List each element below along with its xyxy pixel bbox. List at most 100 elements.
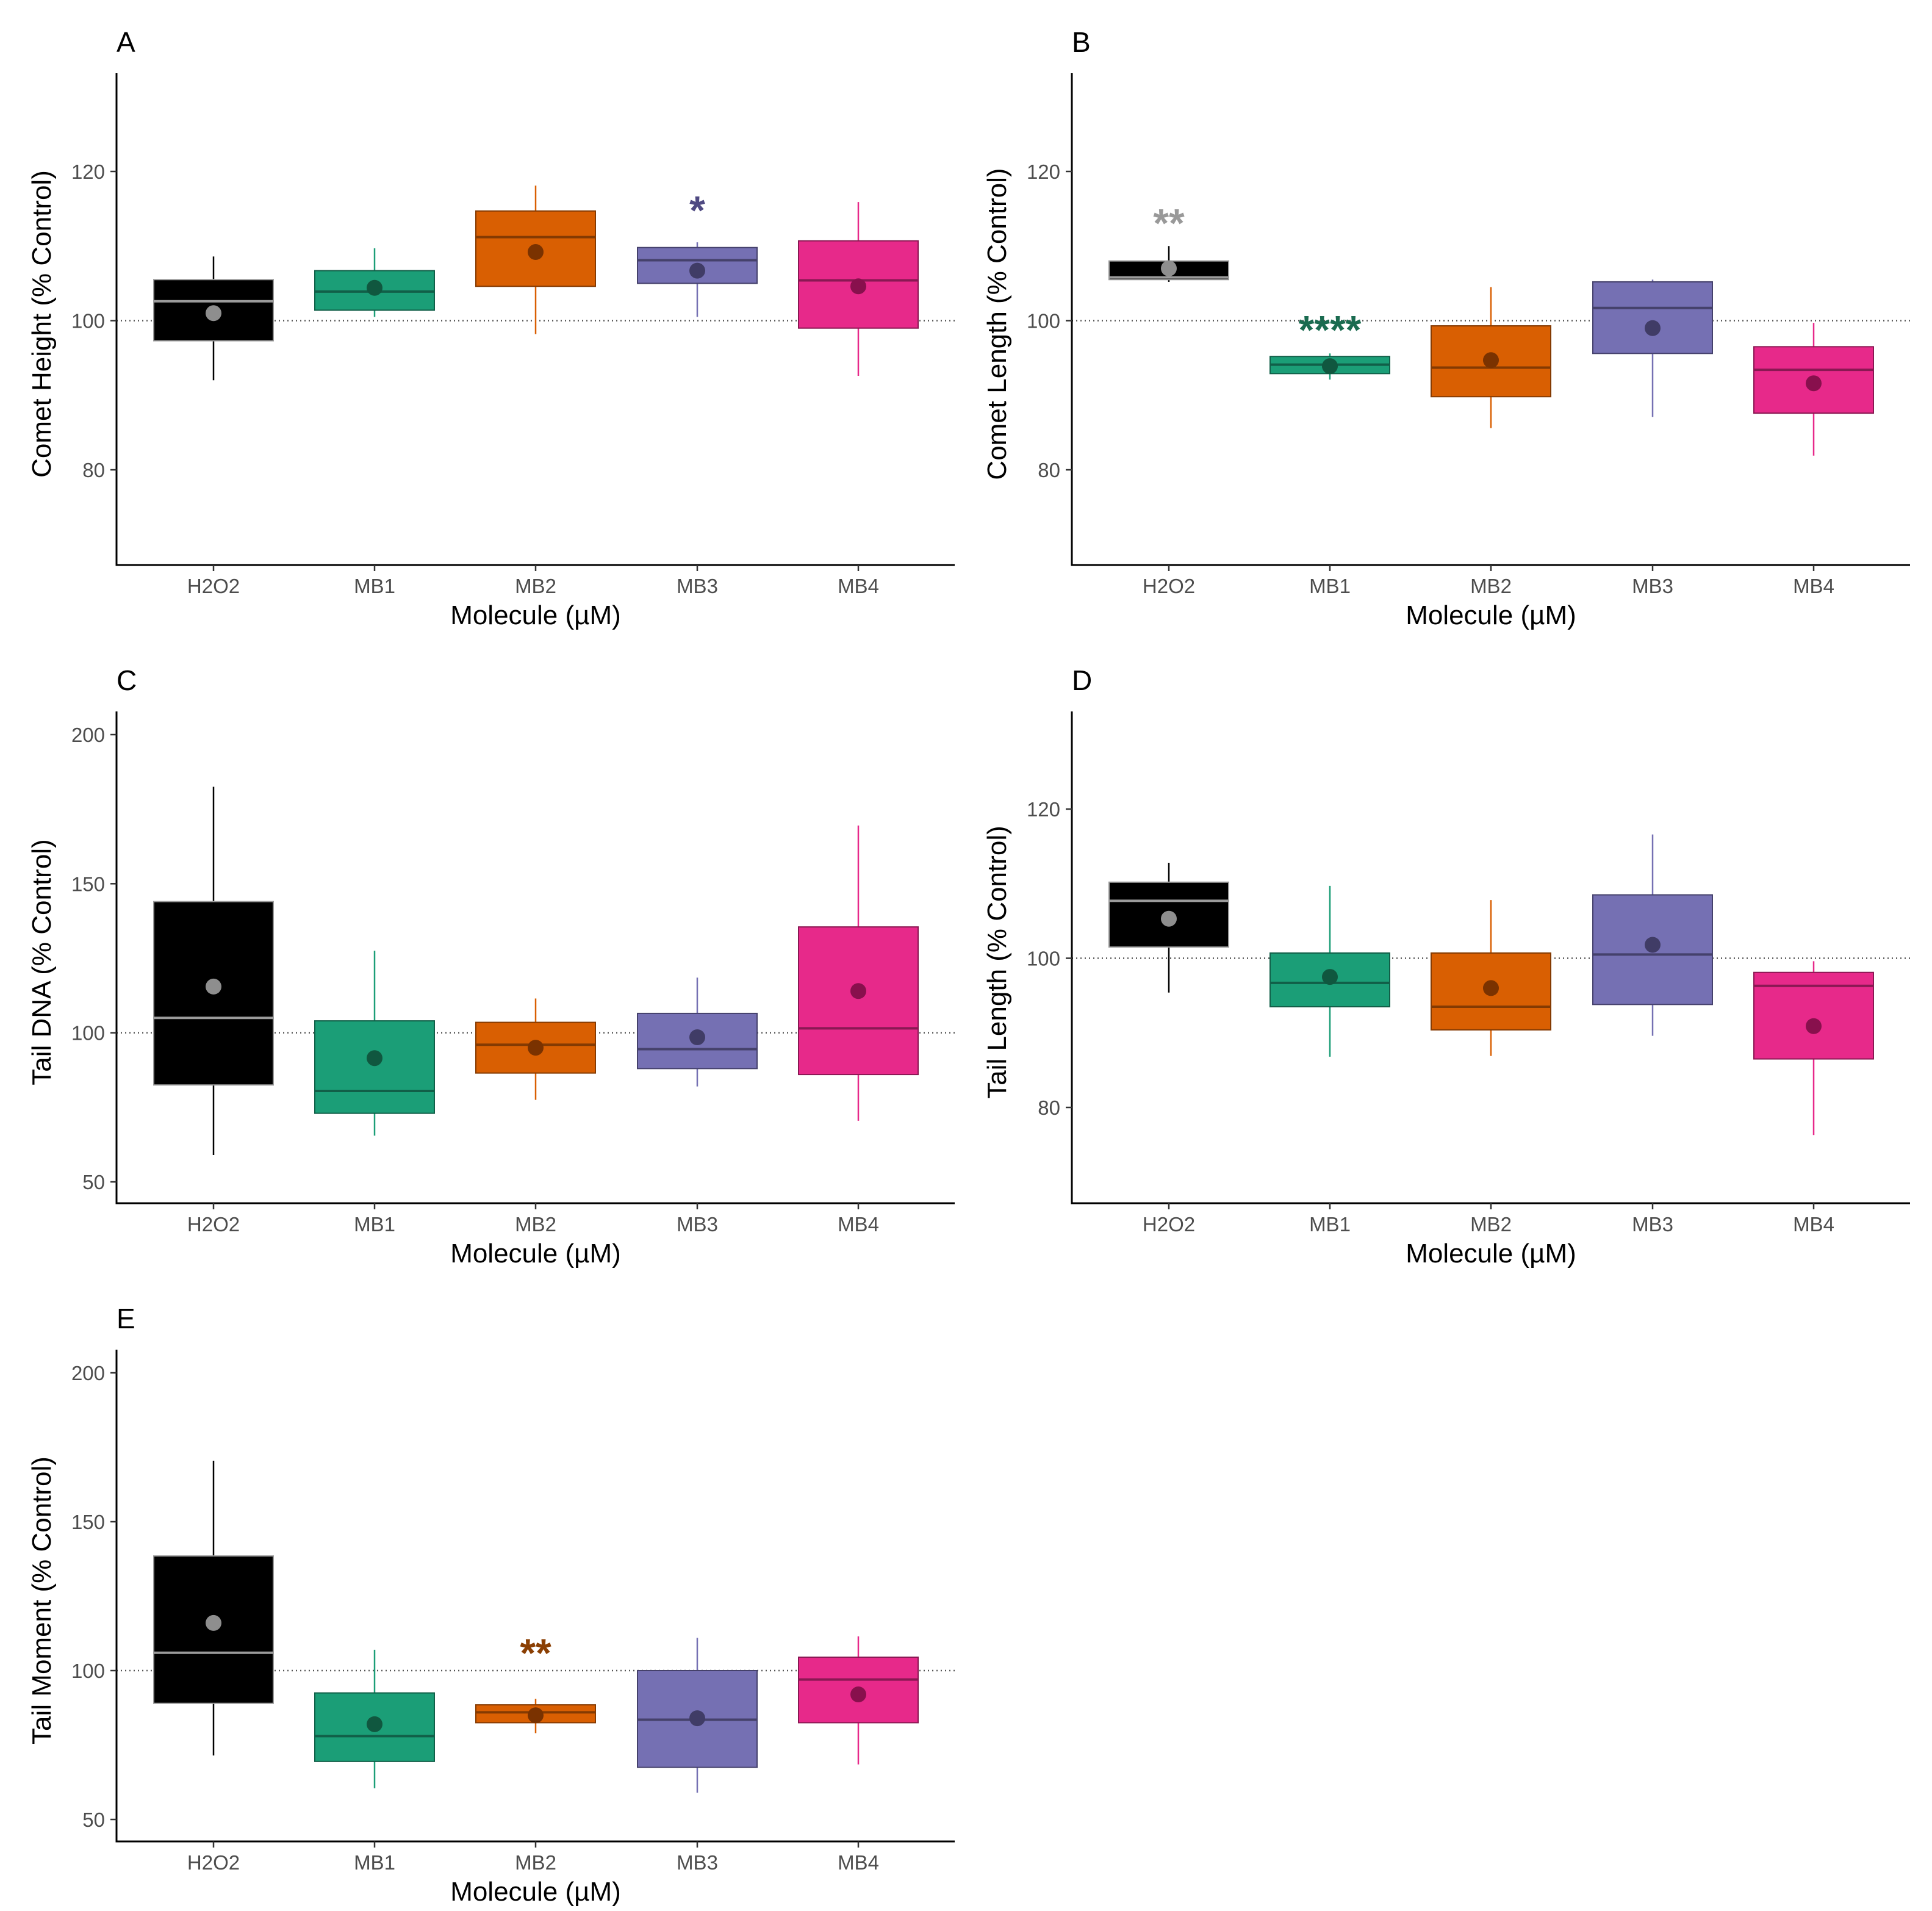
box-mb3	[637, 242, 758, 317]
mean-point	[367, 279, 382, 296]
y-axis-title: Tail Length (% Control)	[982, 826, 1012, 1099]
mean-point	[528, 1707, 544, 1724]
panel-letter: B	[1072, 26, 1091, 58]
mean-point	[367, 1050, 382, 1067]
y-tick-label: 100	[71, 1660, 105, 1682]
box-h2o2	[153, 1460, 274, 1756]
x-tick-label: MB2	[1470, 1213, 1512, 1236]
mean-point	[1645, 320, 1661, 336]
x-axis-title: Molecule (µM)	[1406, 600, 1576, 630]
box-h2o2	[1108, 863, 1229, 993]
box-mb1	[314, 1649, 435, 1788]
x-tick-label: MB2	[515, 1213, 556, 1236]
box-iqr	[314, 1692, 435, 1762]
mean-point	[850, 278, 866, 295]
mean-point	[689, 262, 705, 279]
y-tick-label: 150	[71, 873, 105, 895]
panel-letter: D	[1072, 664, 1092, 696]
box-mb2	[1431, 900, 1551, 1056]
box-mb2	[475, 1699, 596, 1733]
x-tick-label: MB1	[1309, 575, 1351, 597]
y-tick-label: 120	[1027, 160, 1060, 183]
x-tick-label: MB3	[677, 1851, 718, 1874]
panel-e: E ** 50 100 150 200 H2O2 MB1 MB2 MB3 MB4 Molecule (…	[27, 1303, 955, 1907]
y-tick-label: 200	[71, 724, 105, 746]
box-iqr	[1431, 952, 1551, 1031]
x-tick-label: H2O2	[1143, 575, 1195, 597]
box-mb3	[637, 977, 758, 1087]
x-tick-label: MB2	[515, 1851, 556, 1874]
mean-point	[850, 983, 866, 999]
box-h2o2	[153, 256, 274, 381]
y-tick-label: 80	[1038, 459, 1060, 481]
y-tick-label: 100	[71, 310, 105, 333]
x-tick-label: H2O2	[1143, 1213, 1195, 1236]
mean-point	[850, 1686, 866, 1703]
x-axis-title: Molecule (µM)	[450, 1239, 621, 1269]
panel-d: D 80 100 120 H2O2 MB1 MB2 MB3 MB4 Molecule (µM) Ta…	[982, 664, 1910, 1269]
box-mb4	[798, 826, 919, 1121]
y-tick-label: 120	[1027, 798, 1060, 821]
mean-point	[367, 1716, 382, 1732]
mean-point	[689, 1710, 705, 1727]
x-tick-label: MB3	[677, 1213, 718, 1236]
box-mb2	[1431, 287, 1551, 428]
mean-point	[1806, 375, 1822, 392]
x-tick-label: MB3	[1632, 575, 1673, 597]
box-mb2	[475, 185, 596, 334]
box-iqr	[1592, 281, 1713, 354]
panel-letter: A	[117, 26, 135, 58]
y-axis-title: Tail Moment (% Control)	[27, 1456, 57, 1744]
panel-letter: E	[117, 1303, 135, 1334]
mean-point	[1322, 969, 1338, 985]
x-tick-label: H2O2	[187, 1851, 240, 1874]
box-mb3	[637, 1638, 758, 1793]
x-tick-label: MB4	[838, 1851, 879, 1874]
panel-a: A * 80 100 120 H2O2 MB1 MB2 MB3 MB4 Molecule (µM) C…	[27, 26, 955, 630]
box-mb1	[1269, 885, 1390, 1057]
mean-point	[1322, 358, 1338, 375]
mean-point	[1806, 1018, 1822, 1034]
y-tick-label: 80	[1038, 1096, 1060, 1119]
box-mb1	[314, 248, 435, 317]
box-mb4	[1753, 961, 1874, 1135]
panel-c: C 50 100 150 200 H2O2 MB1 MB2 MB3 MB4 Molecule (µM…	[27, 664, 955, 1269]
x-tick-label: MB4	[1793, 1213, 1834, 1236]
box-iqr	[314, 1020, 435, 1114]
mean-point	[528, 244, 544, 261]
y-tick-label: 100	[1027, 948, 1060, 970]
box-mb4	[1753, 323, 1874, 456]
y-axis-title: Comet Length (% Control)	[982, 168, 1012, 480]
panel-letter: C	[117, 664, 137, 696]
x-tick-label: MB2	[1470, 575, 1512, 597]
significance-label: ****	[1299, 307, 1362, 352]
mean-point	[1161, 910, 1177, 927]
y-tick-label: 200	[71, 1362, 105, 1384]
x-tick-label: MB3	[1632, 1213, 1673, 1236]
x-tick-label: H2O2	[187, 1213, 240, 1236]
y-tick-label: 120	[71, 160, 105, 183]
significance-label: *	[689, 188, 705, 233]
y-tick-label: 150	[71, 1511, 105, 1533]
y-tick-label: 80	[82, 459, 105, 481]
significance-label: **	[520, 1630, 551, 1675]
box-mb4	[798, 1636, 919, 1765]
y-tick-label: 100	[1027, 310, 1060, 333]
mean-point	[1161, 260, 1177, 276]
significance-label: **	[1153, 200, 1185, 245]
box-mb4	[798, 202, 919, 376]
x-tick-label: MB2	[515, 575, 556, 597]
box-mb2	[475, 998, 596, 1100]
x-tick-label: MB1	[1309, 1213, 1351, 1236]
mean-point	[1645, 937, 1661, 953]
mean-point	[1483, 980, 1499, 996]
x-tick-label: MB1	[354, 575, 395, 597]
y-tick-label: 100	[71, 1022, 105, 1045]
box-mb3	[1592, 834, 1713, 1036]
x-tick-label: MB4	[838, 1213, 879, 1236]
mean-point	[206, 978, 221, 995]
box-h2o2	[153, 786, 274, 1156]
box-iqr	[637, 1012, 758, 1070]
